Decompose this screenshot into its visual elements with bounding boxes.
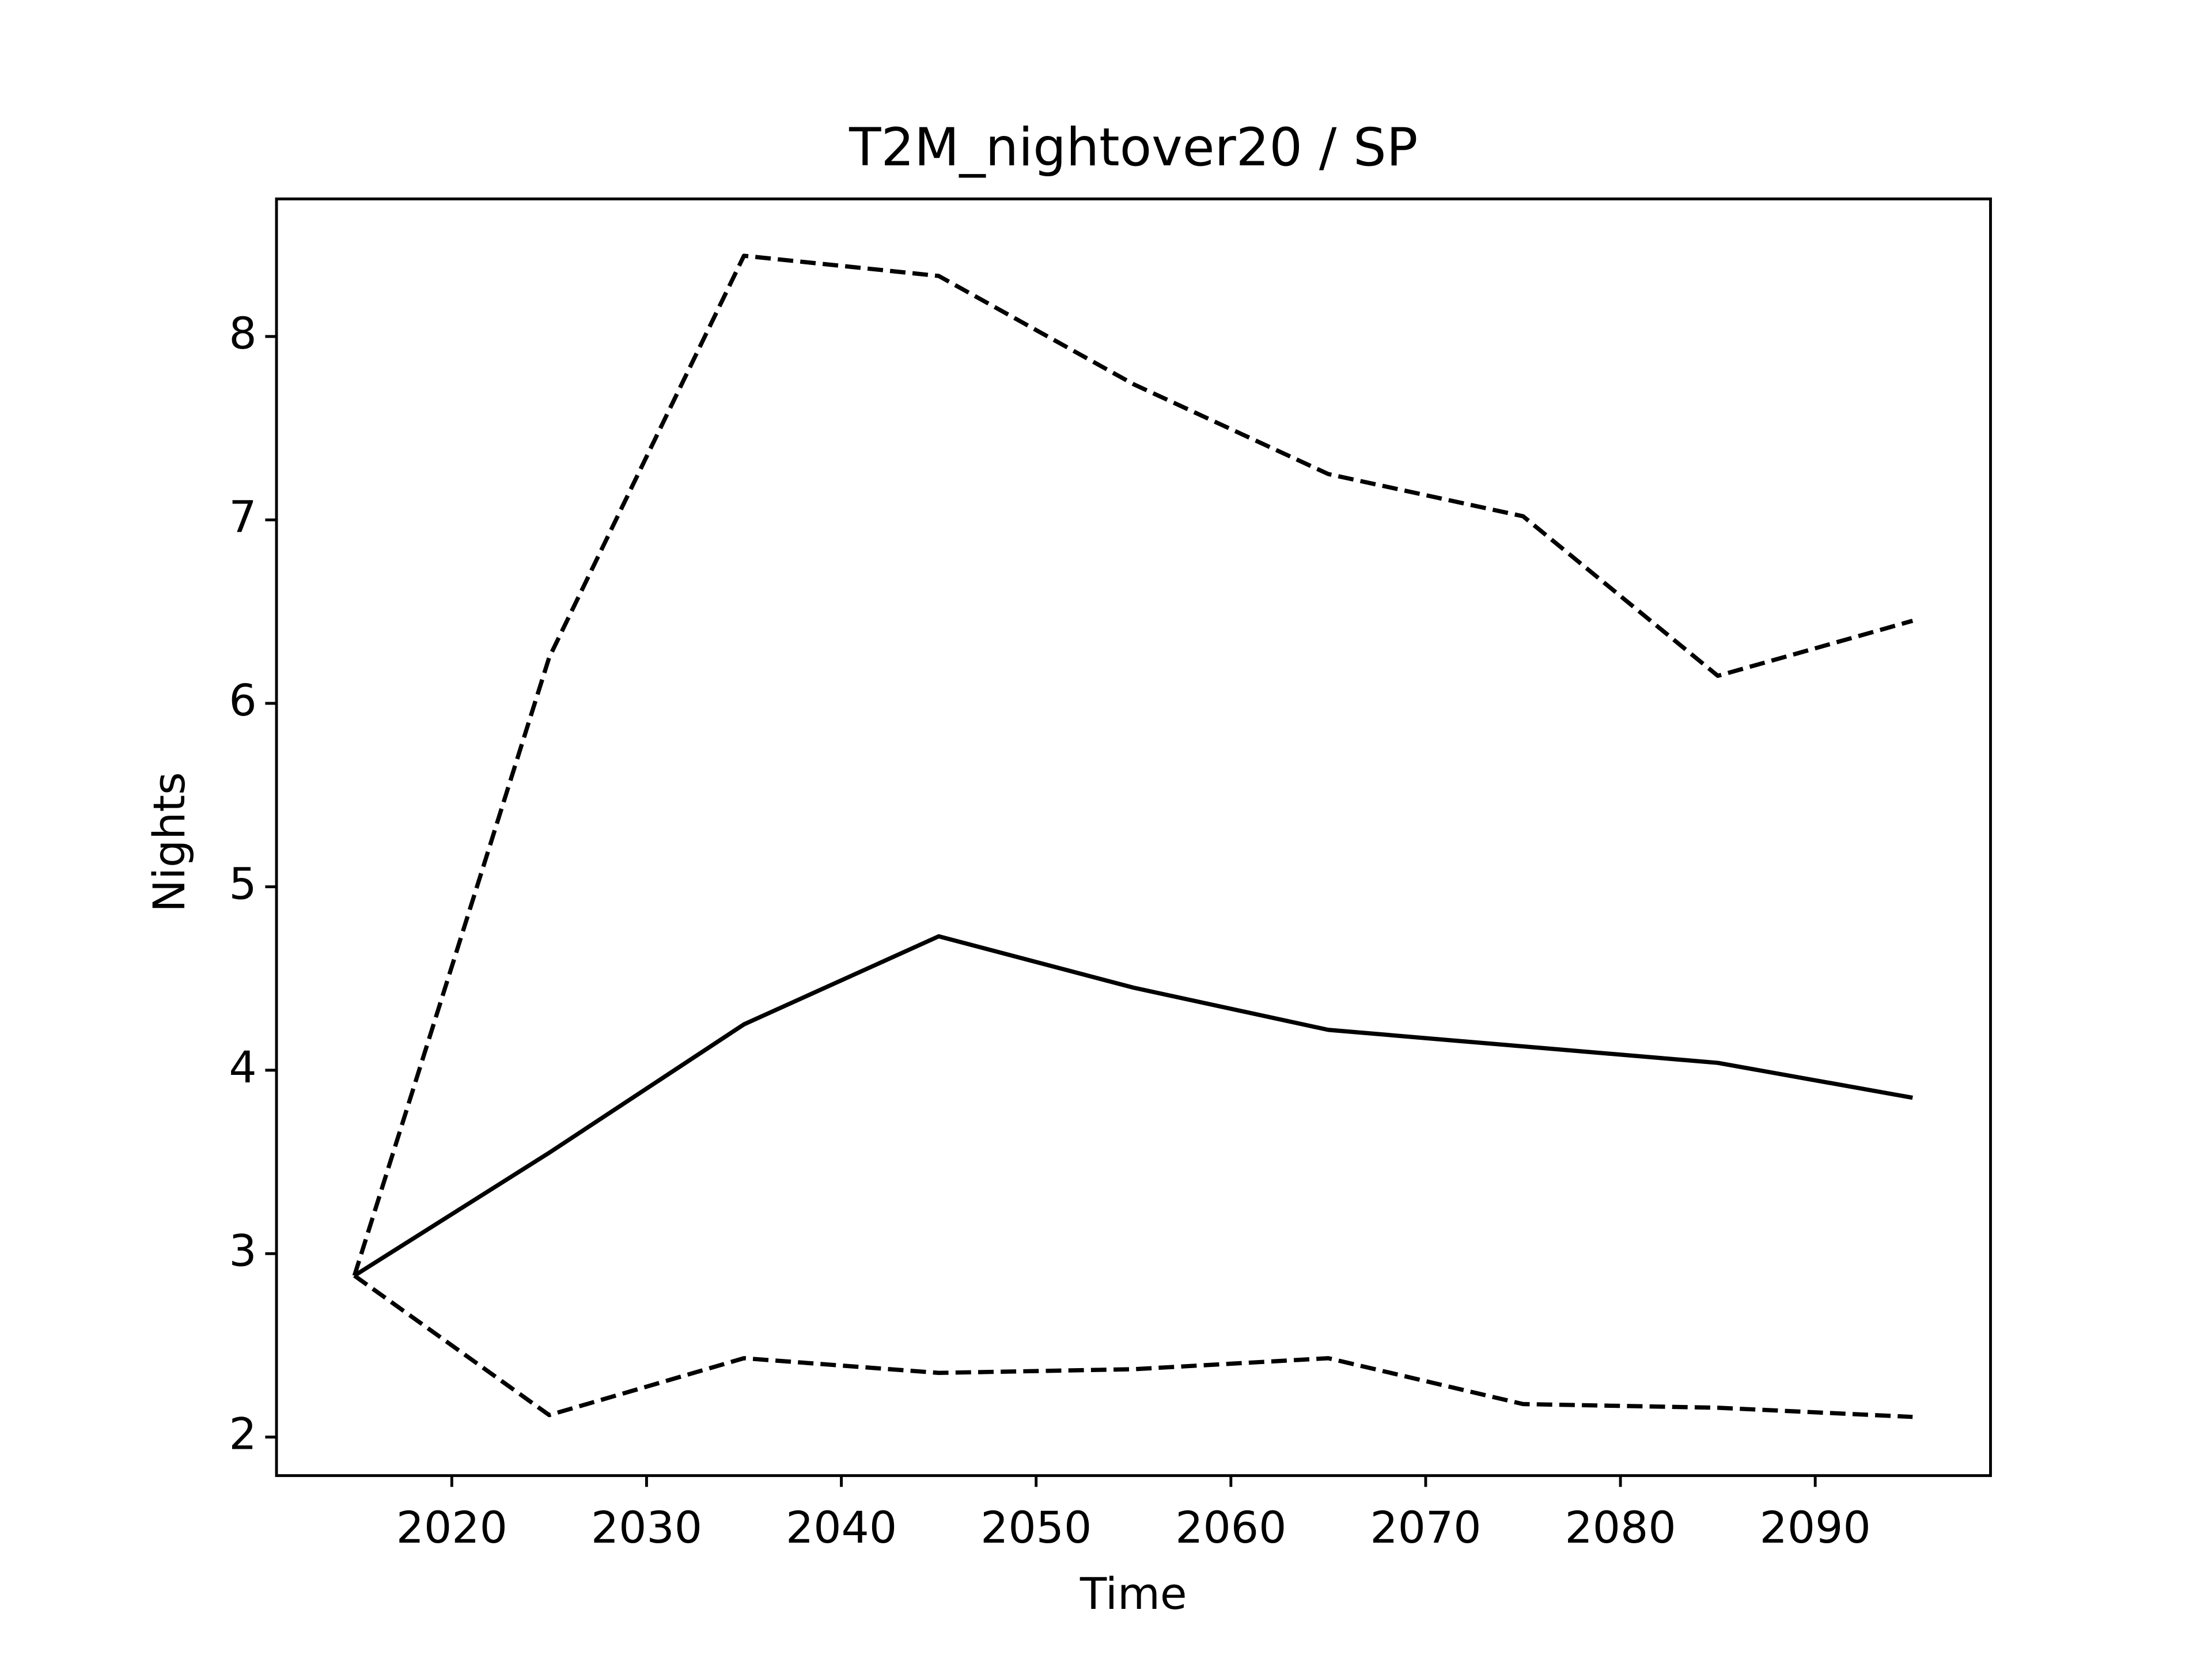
- x-tick-label: 2060: [1175, 1502, 1286, 1553]
- y-tick-label: 8: [229, 308, 256, 359]
- x-tick-label: 2080: [1565, 1502, 1676, 1553]
- y-tick-label: 5: [229, 858, 256, 909]
- y-tick-label: 3: [229, 1225, 256, 1276]
- x-tick-label: 2090: [1760, 1502, 1871, 1553]
- x-tick-label: 2020: [396, 1502, 507, 1553]
- y-tick-label: 4: [229, 1042, 256, 1093]
- y-tick-label: 2: [229, 1409, 256, 1460]
- y-tick-label: 6: [229, 675, 256, 726]
- series-line: [352, 253, 1914, 1277]
- y-axis-label: Nights: [144, 772, 195, 912]
- y-tick-label: 7: [229, 492, 256, 543]
- series-line: [353, 1274, 1913, 1419]
- plot-frame: [275, 197, 1992, 1478]
- x-tick-label: 2050: [980, 1502, 1092, 1553]
- series-line: [353, 934, 1913, 1278]
- x-tick-label: 2030: [591, 1502, 702, 1553]
- x-tick-label: 2070: [1370, 1502, 1481, 1553]
- x-axis-label: Time: [1080, 1569, 1187, 1619]
- x-tick-label: 2040: [786, 1502, 897, 1553]
- chart-title: T2M_nightover20 / SP: [849, 118, 1418, 178]
